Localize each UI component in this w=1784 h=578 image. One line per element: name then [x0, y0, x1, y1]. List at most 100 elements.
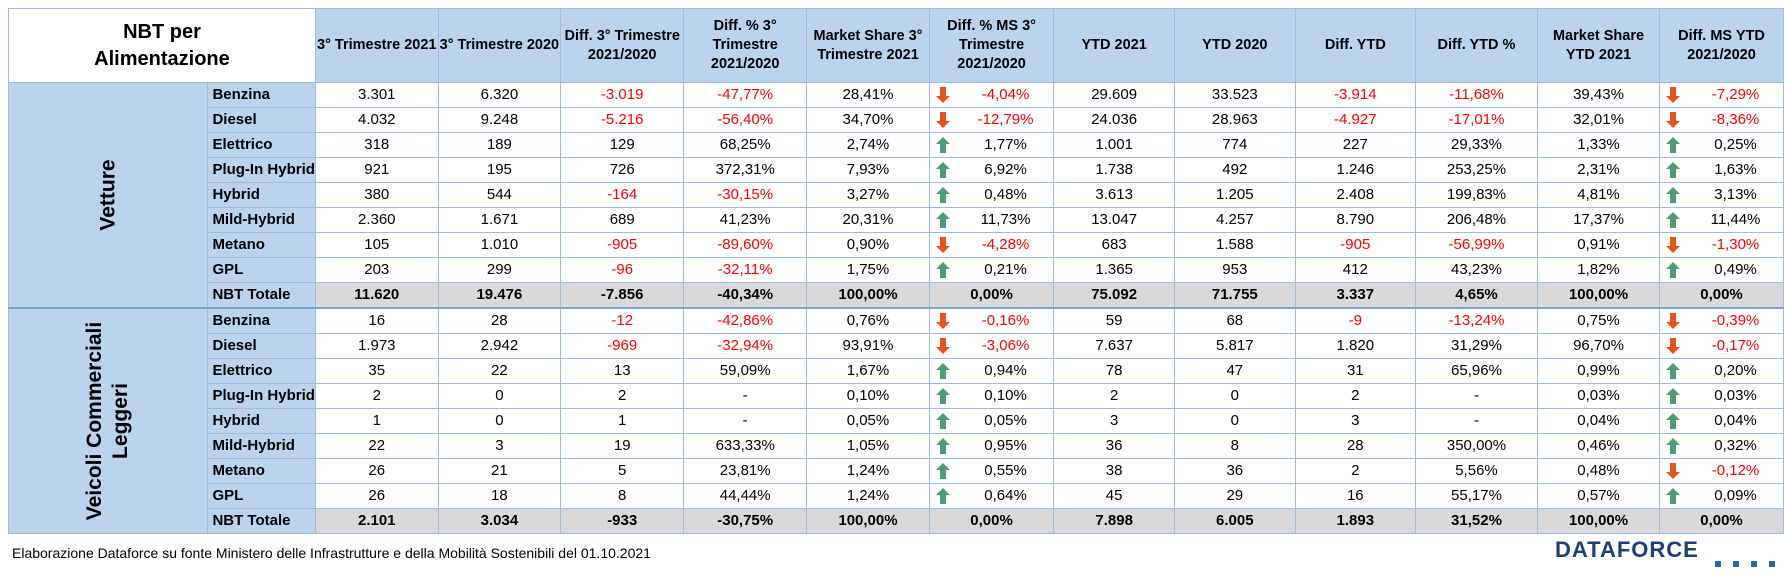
cell-value: 0,09% — [1714, 487, 1757, 504]
category-label: Hybrid — [207, 408, 316, 434]
table-cell: 380 — [314, 182, 439, 208]
table-cell: 7,93% — [806, 157, 930, 183]
ms-diff-cell: -8,36% — [1659, 107, 1784, 133]
logo-text: DATAFORCE — [1555, 537, 1699, 562]
arrow-up-icon — [935, 262, 950, 278]
table-cell: -30,15% — [683, 182, 808, 208]
table-cell: 0,75% — [1536, 307, 1661, 334]
table-cell: 1,33% — [1536, 132, 1661, 158]
table-cell: 7.898 — [1053, 508, 1175, 534]
ms-diff-cell: -0,17% — [1659, 333, 1784, 359]
cell-value: -1,30% — [1711, 236, 1760, 253]
table-cell: 0 — [1173, 383, 1296, 409]
arrow-up-icon — [935, 413, 950, 429]
column-header: Market Share 3° Trimestre 2021 — [806, 8, 930, 83]
category-label: Hybrid — [207, 182, 316, 208]
table-cell: 2 — [314, 383, 439, 409]
table-cell: 6.005 — [1173, 508, 1296, 534]
ms-diff-cell: -4,28% — [928, 232, 1055, 258]
column-header: Diff. % 3° Trimestre 2021/2020 — [683, 8, 808, 83]
table-cell: 5 — [560, 458, 685, 484]
table-cell: 36 — [1173, 458, 1296, 484]
table-cell: -11,68% — [1414, 82, 1539, 108]
table-cell: 2.408 — [1294, 182, 1416, 208]
table-cell: 100,00% — [1536, 282, 1661, 309]
table-cell: -32,11% — [683, 257, 808, 283]
table-cell: 43,23% — [1414, 257, 1539, 283]
category-label: NBT Totale — [207, 282, 316, 309]
category-label: Metano — [207, 232, 316, 258]
column-header: Diff. 3° Trimestre 2021/2020 — [560, 8, 685, 83]
header-row: NBT per Alimentazione 3° Trimestre 2021 3°… — [8, 8, 1784, 83]
table-cell: 8 — [1173, 433, 1296, 459]
ms-diff-cell: -0,16% — [928, 307, 1055, 334]
table-cell: 9.248 — [437, 107, 562, 133]
arrow-down-icon — [1666, 313, 1681, 329]
table-cell: 1,24% — [806, 458, 930, 484]
table-row: Diesel 1.973 2.942 -969 -32,94% 93,91% -3,06% 7… — [9, 333, 1784, 359]
table-cell: 55,17% — [1414, 483, 1539, 509]
table-cell: -96 — [560, 257, 685, 283]
ms-diff-cell: -0,12% — [1659, 458, 1784, 484]
table-cell: 0,00% — [928, 508, 1055, 534]
table-body: Vetture Benzina 3.301 6.320 -3.019 -47,77% 28,… — [7, 82, 1784, 534]
table-row: Metano 26 21 5 23,81% 1,24% 0,55% 38 36 2 5,56% 0,4… — [9, 458, 1784, 484]
table-cell: -7.856 — [560, 282, 685, 309]
table-cell: 31,52% — [1414, 508, 1539, 534]
column-header: Diff. YTD % — [1414, 8, 1539, 83]
table-row: Elettrico 35 22 13 59,09% 1,67% 0,94% 78 47 31 65,… — [9, 358, 1784, 384]
table-cell: 1 — [314, 408, 439, 434]
table-cell: 4,65% — [1414, 282, 1539, 309]
table-cell: 44,44% — [683, 483, 808, 509]
table-cell: 29.609 — [1053, 82, 1175, 108]
arrow-up-icon — [1666, 413, 1681, 429]
table-cell: 18 — [437, 483, 562, 509]
table-cell: 0,57% — [1536, 483, 1661, 509]
cell-value: 3,13% — [1714, 186, 1757, 203]
arrow-down-icon — [1666, 237, 1681, 253]
table-cell: 189 — [437, 132, 562, 158]
ms-diff-cell: 3,13% — [1659, 182, 1784, 208]
ms-diff-cell: 0,64% — [928, 483, 1055, 509]
table-cell: 3.301 — [314, 82, 439, 108]
table-cell: 45 — [1053, 483, 1175, 509]
ms-diff-cell: 0,21% — [928, 257, 1055, 283]
table-cell: 1.738 — [1053, 157, 1175, 183]
cell-value: -4,04% — [981, 86, 1030, 103]
table-cell: 35 — [314, 358, 439, 384]
arrow-down-icon — [1666, 87, 1681, 103]
ms-diff-cell: 0,94% — [928, 358, 1055, 384]
table-cell: 47 — [1173, 358, 1296, 384]
ms-diff-cell: -4,04% — [928, 82, 1055, 108]
arrow-up-icon — [935, 363, 950, 379]
table-cell: 2,31% — [1536, 157, 1661, 183]
arrow-up-icon — [1666, 212, 1681, 228]
column-header: Diff. YTD — [1294, 8, 1416, 83]
table-cell: 774 — [1173, 132, 1296, 158]
category-label: Plug-In Hybrid — [207, 157, 316, 183]
table-cell: 1.205 — [1173, 182, 1296, 208]
table-row: Hybrid 1 0 1-0,05% 0,05% 3 0 3-0,04% 0,04% — [9, 408, 1784, 434]
table-cell: 0,91% — [1536, 232, 1661, 258]
table-cell: 0,99% — [1536, 358, 1661, 384]
ms-diff-cell: 0,95% — [928, 433, 1055, 459]
column-header: Diff. MS YTD 2021/2020 — [1659, 8, 1784, 83]
table-cell: 350,00% — [1414, 433, 1539, 459]
table-cell: 0 — [437, 383, 562, 409]
ms-diff-cell: 0,03% — [1659, 383, 1784, 409]
cell-value: -0,17% — [1711, 337, 1760, 354]
arrow-up-icon — [1666, 363, 1681, 379]
ms-diff-cell: 11,44% — [1659, 207, 1784, 233]
table-cell: 17,37% — [1536, 207, 1661, 233]
category-label: Mild-Hybrid — [207, 433, 316, 459]
cell-value: 0,04% — [1714, 412, 1757, 429]
arrow-up-icon — [1666, 438, 1681, 454]
dataforce-logo: DATAFORCE — [1555, 537, 1775, 567]
arrow-down-icon — [1666, 112, 1681, 128]
ms-diff-cell: 0,10% — [928, 383, 1055, 409]
column-header: Diff. % MS 3° Trimestre 2021/2020 — [928, 8, 1055, 83]
table-cell: -32,94% — [683, 333, 808, 359]
table-cell: 68,25% — [683, 132, 808, 158]
table-cell: 36 — [1053, 433, 1175, 459]
group-label: Vetture — [7, 82, 209, 309]
